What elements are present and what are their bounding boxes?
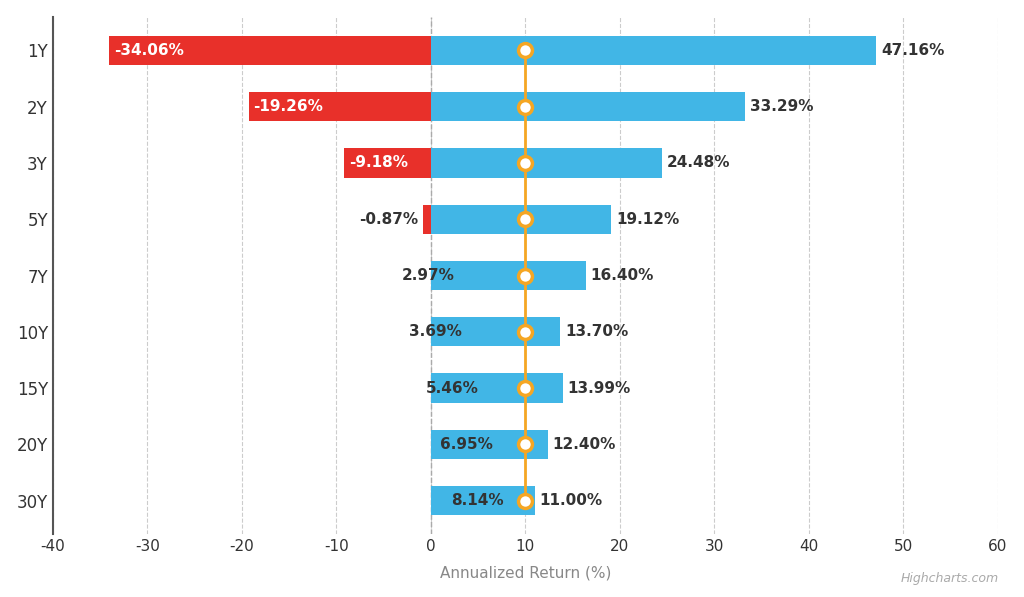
Text: -0.87%: -0.87% <box>359 212 419 227</box>
Text: 13.70%: 13.70% <box>565 324 628 339</box>
Bar <box>431 374 563 403</box>
Text: 16.40%: 16.40% <box>591 268 653 283</box>
Bar <box>423 205 431 234</box>
Text: 24.48%: 24.48% <box>667 155 730 171</box>
Text: -34.06%: -34.06% <box>114 43 183 58</box>
Text: 47.16%: 47.16% <box>881 43 944 58</box>
Text: 11.00%: 11.00% <box>540 493 602 508</box>
Text: 8.14%: 8.14% <box>452 493 504 508</box>
Text: 19.12%: 19.12% <box>616 212 679 227</box>
Text: 12.40%: 12.40% <box>553 437 616 452</box>
Bar <box>431 317 560 346</box>
Text: -19.26%: -19.26% <box>254 99 324 114</box>
Bar <box>431 148 663 177</box>
Bar <box>431 261 586 290</box>
Text: 6.95%: 6.95% <box>439 437 493 452</box>
Bar <box>344 148 431 177</box>
Bar <box>431 486 535 515</box>
X-axis label: Annualized Return (%): Annualized Return (%) <box>439 565 611 580</box>
Text: -9.18%: -9.18% <box>349 155 408 171</box>
Bar <box>431 205 611 234</box>
Text: 2.97%: 2.97% <box>402 268 455 283</box>
Text: 3.69%: 3.69% <box>409 324 462 339</box>
Text: 33.29%: 33.29% <box>750 99 813 114</box>
Bar <box>431 92 745 121</box>
Text: 5.46%: 5.46% <box>426 380 478 396</box>
Bar <box>431 430 548 459</box>
Bar <box>249 92 431 121</box>
Bar <box>431 36 877 65</box>
Bar <box>109 36 431 65</box>
Text: Highcharts.com: Highcharts.com <box>900 572 998 585</box>
Text: 13.99%: 13.99% <box>567 380 631 396</box>
